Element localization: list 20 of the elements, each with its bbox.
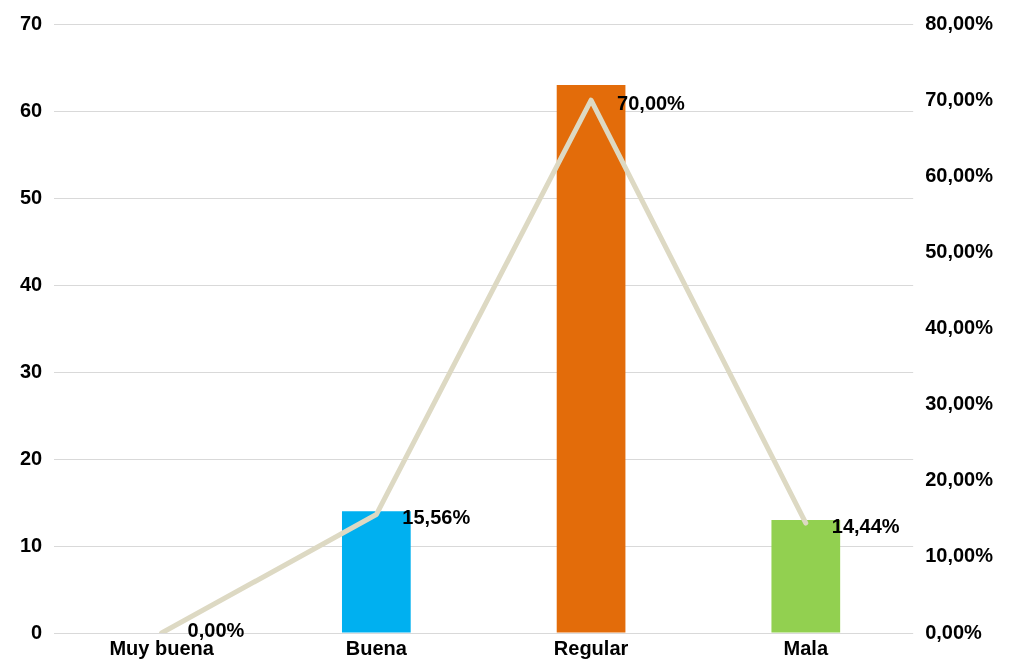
x-tick-label: Buena <box>345 636 408 659</box>
y-tick-label: 50 <box>20 185 43 208</box>
y2-tick-label: 0,00% <box>925 620 983 643</box>
y2-tick-label: 60,00% <box>925 163 994 186</box>
y-tick-label: 10 <box>20 533 43 556</box>
y2-tick-label: 20,00% <box>925 468 994 491</box>
y2-tick-label: 70,00% <box>925 87 994 110</box>
x-tick-label: Regular <box>553 636 629 659</box>
y-tick-label: 70 <box>20 11 43 34</box>
y2-tick-label: 50,00% <box>925 239 994 262</box>
y-tick-label: 20 <box>20 446 43 469</box>
y-tick-label: 60 <box>20 98 43 121</box>
y2-tick-label: 30,00% <box>925 392 994 415</box>
y-tick-label: 30 <box>20 359 43 382</box>
y-tick-label: 40 <box>20 272 43 295</box>
y2-tick-label: 40,00% <box>925 316 994 339</box>
y-tick-label: 0 <box>31 620 43 643</box>
y2-tick-label: 80,00% <box>925 11 994 34</box>
x-tick-label: Mala <box>783 636 829 659</box>
y2-tick-label: 10,00% <box>925 544 994 567</box>
